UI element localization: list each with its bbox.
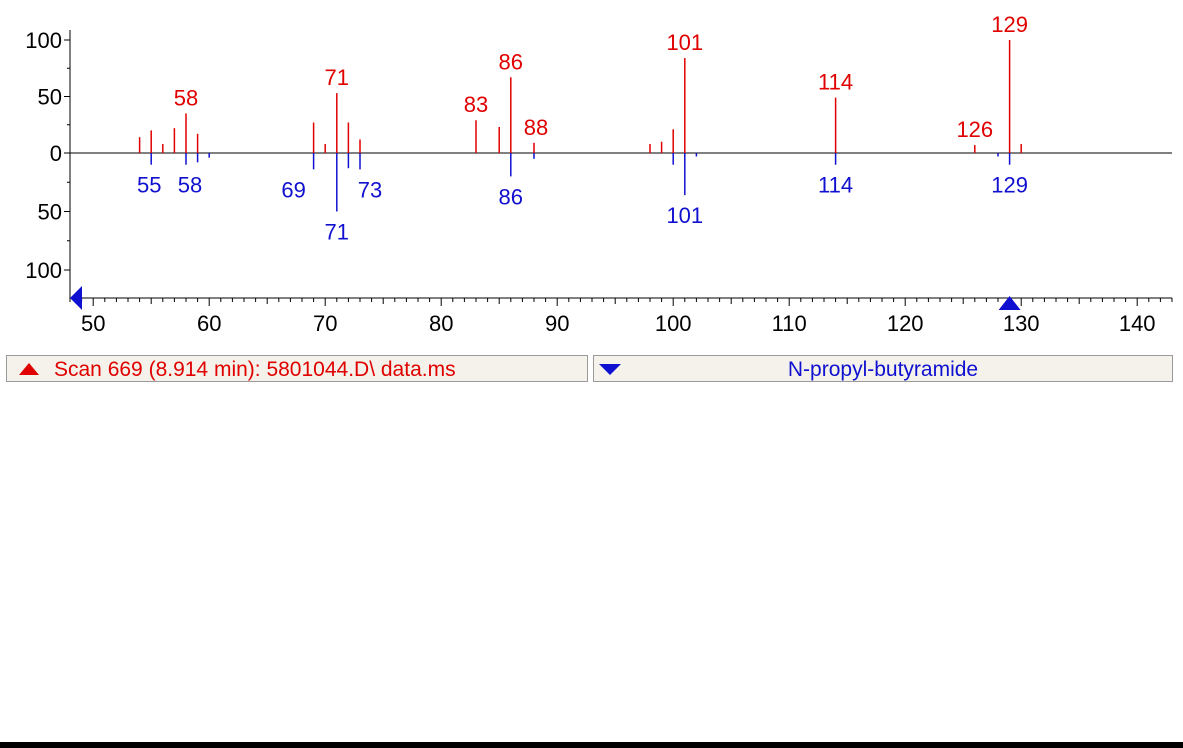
sample-peak-label: 101 [666,30,703,55]
triangle-up-icon[interactable] [998,296,1021,310]
x-tick-label: 130 [1003,311,1040,336]
sample-peak-label: 83 [464,92,488,117]
library-peak-label: 71 [325,220,349,245]
sample-peak-label: 88 [524,115,548,140]
library-peak-label: 129 [991,173,1028,198]
sample-scan-panel[interactable]: Scan 669 (8.914 min): 5801044.D\ data.ms [6,355,588,382]
sample-peak-label: 114 [818,70,853,95]
sample-peak-label: 129 [991,12,1028,37]
sample-peak-label: 58 [174,85,198,110]
x-tick-label: 70 [313,311,337,336]
x-tick-label: 100 [655,311,692,336]
library-peak-label: 101 [666,203,703,228]
x-tick-label: 110 [772,311,807,336]
triangle-up-icon [19,363,39,375]
y-axis: 100 50 0 50 100 [25,28,1172,298]
x-axis: 50 60 70 80 90 100 110 120 130 140 [69,297,1173,336]
triangle-left-icon[interactable] [70,286,82,310]
x-tick-label: 120 [887,311,924,336]
x-tick-label: 60 [197,311,221,336]
y-tick-label: 50 [38,85,62,110]
x-tick-label: 80 [429,311,453,336]
sample-peak-label: 71 [325,65,349,90]
library-peak-label: 114 [818,173,853,198]
y-tick-label: 50 [38,200,62,225]
library-spectrum-series: 55 58 69 71 73 86 101 114 129 [137,153,1028,245]
status-bar: Scan 669 (8.914 min): 5801044.D\ data.ms… [0,352,1183,748]
sample-peak-label: 86 [499,49,523,74]
library-peak-label: 55 [137,173,161,198]
x-tick-label: 50 [81,311,105,336]
mass-spectrum-plot: 100 50 0 50 100 50 60 70 80 90 100 110 120 130 140 58… [25,12,1173,336]
x-tick-label: 90 [545,311,569,336]
x-tick-label: 140 [1119,311,1156,336]
bottom-border [0,742,1183,748]
library-peak-label: 58 [178,173,202,198]
library-peak-label: 69 [281,177,305,202]
range-markers[interactable] [70,286,1021,310]
library-peak-label: 73 [358,177,382,202]
sample-spectrum-series: 58 71 83 86 88 101 114 126 129 [138,12,1028,153]
triangle-down-icon [599,364,621,375]
sample-peak-label: 126 [956,117,993,142]
library-peak-label: 86 [499,184,523,209]
sample-scan-label: Scan 669 (8.914 min): 5801044.D\ data.ms [54,358,456,381]
y-tick-label: 0 [50,141,62,166]
library-match-label: N-propyl-butyramide [787,358,979,381]
y-tick-label: 100 [25,258,62,283]
library-match-panel[interactable]: N-propyl-butyramide [593,355,1173,382]
y-tick-label: 100 [25,28,62,53]
